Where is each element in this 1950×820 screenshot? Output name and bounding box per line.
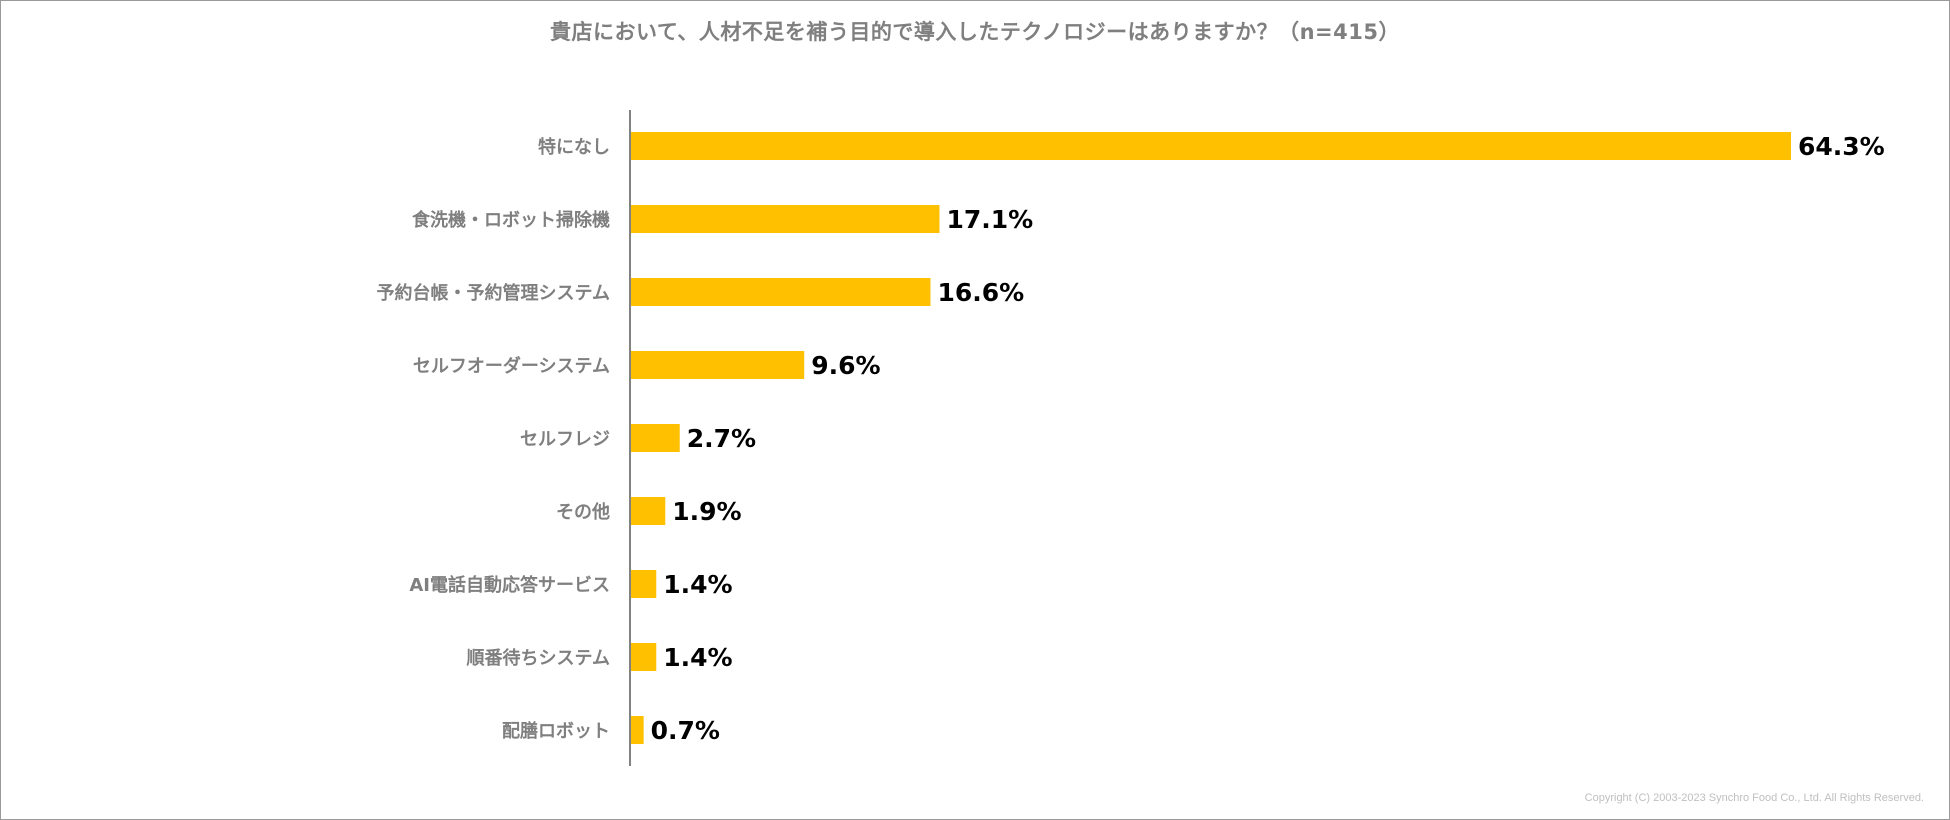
bar-6 bbox=[631, 570, 657, 598]
chart-title: 貴店において、人材不足を補う目的で導入したテクノロジーはありますか？（n=415… bbox=[550, 20, 1400, 44]
value-label-3: 9.6% bbox=[811, 351, 880, 380]
value-label-1: 17.1% bbox=[946, 205, 1033, 234]
value-label-0: 64.3% bbox=[1798, 132, 1885, 161]
bar-5 bbox=[631, 497, 666, 525]
value-label-2: 16.6% bbox=[937, 278, 1024, 307]
value-label-8: 0.7% bbox=[651, 716, 720, 745]
bar-7 bbox=[631, 643, 657, 671]
category-label-0: 特になし bbox=[538, 136, 610, 158]
value-label-6: 1.4% bbox=[663, 570, 732, 599]
value-label-7: 1.4% bbox=[663, 643, 732, 672]
bar-4 bbox=[631, 424, 680, 452]
bar-8 bbox=[631, 716, 644, 744]
bar-0 bbox=[631, 132, 1791, 160]
category-label-4: セルフレジ bbox=[520, 429, 610, 450]
category-labels-group: 特になし食洗機・ロボット掃除機予約台帳・予約管理システムセルフオーダーシステムセ… bbox=[377, 136, 610, 742]
value-labels-group: 64.3% 17.1% 16.6% 9.6% 2.7% 1.9% 1.4% 1.4% 0.7% bbox=[651, 132, 1885, 745]
bar-2 bbox=[631, 278, 931, 306]
category-label-1: 食洗機・ロボット掃除機 bbox=[411, 209, 610, 231]
category-label-5: その他 bbox=[556, 501, 610, 523]
category-label-6: AI電話自動応答サービス bbox=[409, 574, 610, 596]
bars-group bbox=[631, 132, 1791, 744]
bar-1 bbox=[631, 205, 940, 233]
category-label-7: 順番待ちシステム bbox=[467, 647, 610, 669]
category-label-8: 配膳ロボット bbox=[502, 720, 610, 742]
category-label-2: 予約台帳・予約管理システム bbox=[377, 282, 610, 304]
value-label-4: 2.7% bbox=[687, 424, 756, 453]
value-label-5: 1.9% bbox=[672, 497, 741, 526]
bar-3 bbox=[631, 351, 805, 379]
copyright-footer: Copyright (C) 2003-2023 Synchro Food Co.… bbox=[1584, 792, 1924, 804]
category-label-3: セルフオーダーシステム bbox=[413, 355, 610, 377]
